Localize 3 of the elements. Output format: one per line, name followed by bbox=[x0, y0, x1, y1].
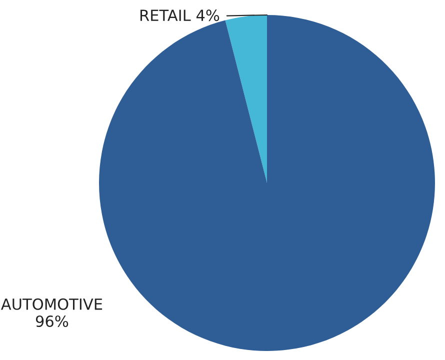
slice-label: RETAIL 4% bbox=[140, 10, 220, 22]
slice-label: AUTOMOTIVE bbox=[1, 298, 102, 310]
data-label: 96% bbox=[36, 315, 68, 328]
